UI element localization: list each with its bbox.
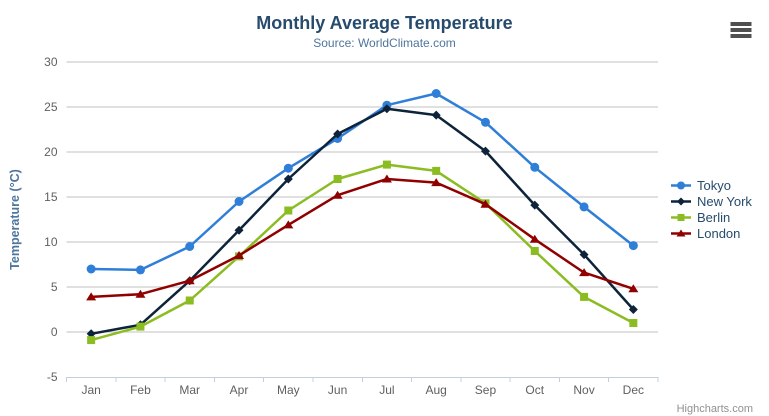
y-axis-label: -5: [47, 370, 58, 384]
x-axis-label: Jul: [379, 383, 394, 397]
legend-label: New York: [697, 193, 752, 209]
hamburger-icon-bar: [730, 22, 752, 26]
legend-item-tokyo[interactable]: Tokyo: [671, 177, 752, 193]
data-point-london[interactable]: [628, 284, 639, 293]
data-point-london[interactable]: [579, 268, 590, 277]
data-point-tokyo[interactable]: [283, 163, 293, 173]
data-point-london[interactable]: [381, 174, 392, 183]
y-axis-label: 20: [44, 145, 58, 159]
data-point-london[interactable]: [283, 220, 294, 229]
data-point-berlin[interactable]: [382, 160, 391, 169]
data-point-new-york[interactable]: [333, 129, 343, 139]
series-line-tokyo[interactable]: [89, 92, 635, 272]
data-point-tokyo[interactable]: [579, 202, 589, 212]
legend-label: Tokyo: [697, 177, 731, 193]
y-axis-title: Temperature (°C): [8, 169, 22, 270]
y-axis-label: 15: [44, 190, 58, 204]
export-menu-button[interactable]: [728, 20, 752, 40]
data-point-new-york[interactable]: [234, 225, 244, 235]
data-point-tokyo[interactable]: [234, 197, 244, 206]
legend-marker-diamond-icon: [671, 197, 691, 205]
y-axis-label: 10: [44, 235, 58, 249]
data-point-new-york[interactable]: [431, 110, 441, 120]
data-point-berlin[interactable]: [333, 175, 342, 183]
data-point-berlin[interactable]: [530, 247, 539, 255]
legend-item-new-york[interactable]: New York: [671, 193, 752, 209]
data-point-new-york[interactable]: [382, 104, 392, 114]
series-line-new-york[interactable]: [89, 107, 635, 336]
series-london[interactable]: [86, 174, 639, 301]
data-point-tokyo[interactable]: [480, 117, 490, 127]
x-axis-label: Feb: [130, 383, 151, 397]
x-axis-label: Mar: [179, 383, 200, 397]
data-point-tokyo[interactable]: [677, 181, 685, 189]
legend-label: London: [697, 225, 741, 241]
legend-item-london[interactable]: London: [671, 225, 752, 241]
series-line-berlin[interactable]: [89, 163, 635, 342]
x-axis-label: Jun: [328, 383, 347, 397]
data-point-london[interactable]: [234, 251, 245, 259]
data-point-new-york[interactable]: [677, 197, 685, 205]
data-point-london[interactable]: [184, 276, 195, 285]
chart-title: Monthly Average Temperature: [256, 13, 513, 33]
data-point-london[interactable]: [135, 289, 146, 298]
legend-label: Berlin: [697, 209, 731, 225]
data-point-tokyo[interactable]: [135, 265, 145, 275]
data-point-berlin[interactable]: [136, 322, 145, 331]
y-axis-label: 30: [44, 55, 58, 69]
x-axis-label: Oct: [525, 383, 544, 397]
hamburger-icon-bar: [730, 28, 752, 32]
legend-marker-circle-icon: [671, 181, 691, 189]
data-point-new-york[interactable]: [628, 305, 638, 314]
y-axis-label: 0: [51, 325, 58, 339]
data-point-tokyo[interactable]: [431, 89, 441, 98]
data-point-berlin[interactable]: [432, 166, 441, 175]
y-axis-label: 5: [51, 280, 58, 294]
data-point-london[interactable]: [431, 178, 442, 187]
x-axis-label: Sep: [475, 383, 497, 397]
data-point-london[interactable]: [480, 199, 491, 208]
legend: Tokyo New York Berlin London: [671, 177, 752, 241]
x-axis-label: Nov: [573, 383, 594, 397]
data-point-new-york[interactable]: [530, 200, 540, 210]
data-point-tokyo[interactable]: [86, 264, 96, 274]
data-point-berlin[interactable]: [629, 319, 638, 327]
data-point-berlin[interactable]: [677, 213, 685, 221]
data-point-berlin[interactable]: [284, 206, 293, 215]
chart-subtitle: Source: WorldClimate.com: [313, 36, 456, 50]
series-new-york[interactable]: [86, 104, 638, 339]
data-point-berlin[interactable]: [87, 336, 96, 345]
hamburger-icon-bar: [730, 34, 752, 38]
credits-link[interactable]: Highcharts.com: [676, 403, 753, 415]
x-axis-label: Dec: [623, 383, 644, 397]
data-point-berlin[interactable]: [580, 292, 589, 301]
data-point-london[interactable]: [676, 229, 686, 236]
data-point-london[interactable]: [529, 234, 540, 243]
series-line-london[interactable]: [89, 177, 635, 299]
data-point-new-york[interactable]: [283, 174, 293, 184]
data-point-tokyo[interactable]: [185, 242, 195, 251]
data-point-london[interactable]: [332, 190, 343, 199]
legend-marker-square-icon: [671, 213, 691, 221]
x-axis-label: Jan: [81, 383, 100, 397]
legend-item-berlin[interactable]: Berlin: [671, 209, 752, 225]
y-axis-label: 25: [44, 100, 58, 114]
data-point-tokyo[interactable]: [530, 162, 540, 172]
data-point-london[interactable]: [86, 292, 97, 301]
x-axis-label: May: [277, 383, 300, 397]
data-point-tokyo[interactable]: [628, 241, 638, 251]
series-tokyo[interactable]: [86, 89, 638, 275]
data-point-new-york[interactable]: [579, 250, 589, 260]
data-point-new-york[interactable]: [480, 146, 490, 156]
data-point-berlin[interactable]: [185, 296, 194, 305]
x-axis-label: Aug: [426, 383, 447, 397]
x-axis-label: Apr: [230, 383, 249, 397]
data-point-new-york[interactable]: [86, 329, 96, 339]
legend-marker-triangle-icon: [671, 229, 691, 236]
